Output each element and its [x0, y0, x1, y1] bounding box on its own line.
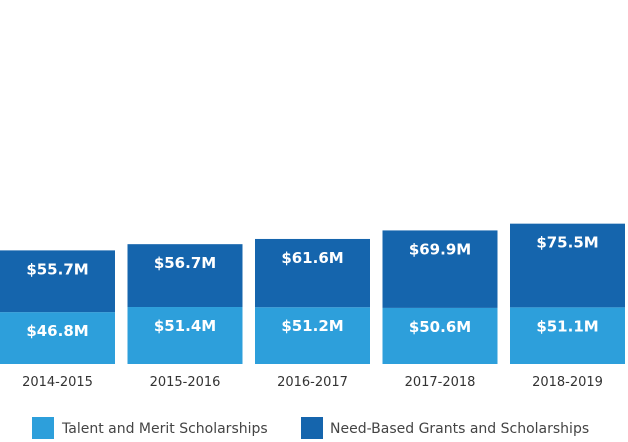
- x-tick-label: 2018-2019: [532, 375, 603, 390]
- x-axis-tick-labels: 2014-2015 2015-2016 2016-2017 2017-2018 2018…: [22, 375, 603, 390]
- bar-value-label: $50.6M: [409, 318, 471, 336]
- x-tick-label: 2016-2017: [277, 375, 348, 390]
- bar-value-label: $51.1M: [536, 317, 598, 335]
- bar-need-based-2014-2015: [0, 250, 115, 313]
- bar-value-labels: $55.7M $46.8M $56.7M $51.4M $61.6M $51.2M $69.…: [26, 234, 598, 340]
- x-tick-label: 2015-2016: [150, 375, 221, 390]
- bars-layer: [0, 223, 625, 364]
- x-tick-label: 2014-2015: [22, 375, 93, 390]
- bar-value-label: $56.7M: [154, 254, 216, 272]
- legend-label: Need-Based Grants and Scholarships: [330, 421, 589, 437]
- bar-need-based-2015-2016: [127, 244, 243, 308]
- bar-talent-merit-2016-2017: [255, 307, 370, 364]
- bar-value-label: $61.6M: [281, 249, 343, 267]
- bar-need-based-2016-2017: [255, 238, 370, 308]
- bar-value-label: $55.7M: [26, 260, 88, 278]
- legend: Talent and Merit Scholarships Need-Based …: [32, 417, 589, 439]
- bar-talent-merit-2017-2018: [382, 307, 498, 364]
- legend-label: Talent and Merit Scholarships: [61, 421, 268, 437]
- bar-talent-merit-2014-2015: [0, 312, 115, 364]
- bar-value-label: $69.9M: [409, 240, 471, 258]
- bar-value-label: $51.4M: [154, 317, 216, 335]
- legend-swatch: [301, 417, 323, 439]
- bar-talent-merit-2015-2016: [127, 307, 243, 364]
- bar-talent-merit-2018-2019: [510, 307, 625, 364]
- x-tick-label: 2017-2018: [405, 375, 476, 390]
- legend-swatch: [32, 417, 54, 439]
- legend-item: Talent and Merit Scholarships: [32, 417, 268, 439]
- legend-item: Need-Based Grants and Scholarships: [301, 417, 589, 439]
- bar-value-label: $46.8M: [26, 322, 88, 340]
- bar-value-label: $51.2M: [281, 317, 343, 335]
- bar-need-based-2017-2018: [382, 230, 498, 308]
- bar-value-label: $75.5M: [536, 234, 598, 252]
- bar-need-based-2018-2019: [510, 223, 625, 308]
